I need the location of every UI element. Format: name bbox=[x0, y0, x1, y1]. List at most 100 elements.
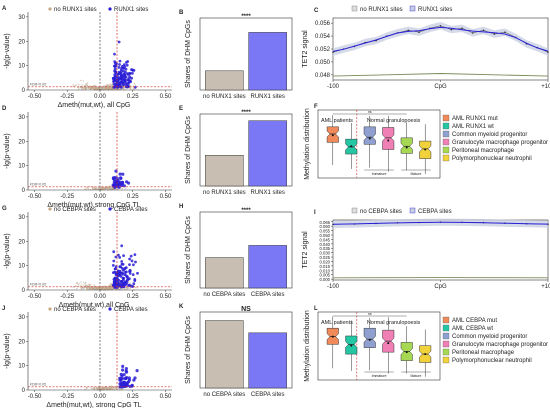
series-point bbox=[418, 31, 420, 33]
point-sites bbox=[123, 78, 127, 82]
x-tick-label: 0.00 bbox=[94, 294, 106, 300]
legend-swatch-no-sites bbox=[48, 7, 52, 11]
mean-point bbox=[368, 137, 371, 140]
point-no-sites bbox=[109, 284, 111, 286]
point-sites bbox=[128, 263, 131, 266]
legend-swatch-no-sites bbox=[48, 307, 52, 311]
box bbox=[382, 127, 395, 150]
point-no-sites bbox=[135, 286, 137, 289]
point-sites bbox=[113, 185, 117, 189]
point-no-sites bbox=[89, 85, 92, 87]
point-no-sites bbox=[121, 288, 124, 290]
panel-letter: J bbox=[2, 306, 5, 312]
series-point bbox=[439, 25, 442, 27]
point-no-sites bbox=[79, 287, 82, 289]
significance-label: **** bbox=[241, 14, 251, 20]
bar-no-sites bbox=[205, 320, 244, 389]
point-sites bbox=[111, 264, 115, 267]
point-sites bbox=[133, 253, 137, 256]
point-sites bbox=[113, 75, 117, 79]
point-no-sites bbox=[85, 188, 87, 190]
point-no-sites bbox=[85, 88, 87, 90]
legend-swatch-no-sites bbox=[351, 5, 358, 12]
point-no-sites bbox=[103, 386, 105, 388]
point-sites bbox=[124, 266, 128, 269]
point-sites bbox=[127, 284, 130, 287]
point-no-sites bbox=[81, 84, 83, 86]
bar-category-label: no CEBPA sites bbox=[203, 292, 245, 298]
mean-point bbox=[387, 342, 390, 345]
point-sites bbox=[119, 282, 122, 286]
point-sites bbox=[122, 69, 125, 73]
x-tick-label: +100 bbox=[541, 84, 550, 90]
significance-label: **** bbox=[241, 208, 251, 214]
panel-letter: D bbox=[2, 106, 7, 112]
point-sites bbox=[121, 364, 125, 368]
point-sites bbox=[121, 272, 124, 276]
series-point bbox=[461, 27, 463, 30]
mean-point bbox=[368, 338, 371, 341]
series-point bbox=[482, 29, 485, 32]
point-sites bbox=[121, 381, 125, 385]
point-no-sites bbox=[72, 84, 75, 86]
bar-category-label: no RUNX1 sites bbox=[203, 190, 246, 196]
y-tick-label: 0.055 bbox=[320, 229, 331, 234]
point-sites bbox=[120, 377, 124, 381]
point-no-sites bbox=[96, 88, 99, 90]
point-no-sites bbox=[72, 286, 74, 288]
legend-swatch-sites bbox=[409, 5, 416, 12]
point-no-sites bbox=[83, 284, 85, 286]
point-sites bbox=[112, 183, 117, 187]
x-axis-label: Δmeth(mut,wt), strong CpG TL bbox=[46, 402, 141, 408]
point-sites bbox=[121, 368, 125, 372]
point-no-sites bbox=[100, 87, 103, 90]
legend-label-sites: CEBPA sites bbox=[114, 307, 148, 313]
point-no-sites bbox=[87, 288, 90, 290]
legend-swatch-sites bbox=[409, 207, 416, 214]
legend-swatch-sites bbox=[108, 207, 112, 211]
legend-swatch bbox=[442, 332, 450, 340]
legend-label: AML CEBPA mut bbox=[452, 318, 497, 324]
x-tick-label: -0.50 bbox=[28, 94, 42, 100]
point-no-sites bbox=[119, 388, 122, 390]
y-tick-label: 20 bbox=[18, 239, 25, 245]
point-sites bbox=[119, 71, 123, 75]
y-tick-label: 20 bbox=[18, 39, 25, 45]
point-no-sites bbox=[115, 388, 117, 390]
point-no-sites bbox=[102, 186, 105, 189]
point-no-sites bbox=[110, 88, 113, 90]
y-axis-label: TET2 signal bbox=[302, 30, 309, 68]
point-no-sites bbox=[129, 282, 132, 285]
legend-label: Polymorphonuclear neutrophil bbox=[452, 358, 532, 364]
point-no-sites bbox=[93, 87, 96, 90]
x-tick-label: 0.25 bbox=[127, 394, 139, 400]
x-tick-label: CpG bbox=[434, 84, 447, 90]
point-sites bbox=[112, 271, 115, 274]
point-no-sites bbox=[105, 388, 107, 390]
point-no-sites bbox=[108, 87, 111, 89]
fdr-label: FDR=0.05 bbox=[30, 82, 46, 86]
legend-swatch bbox=[442, 324, 450, 332]
point-sites bbox=[113, 60, 117, 63]
x-tick-label: -0.50 bbox=[28, 394, 42, 400]
point-sites bbox=[118, 256, 122, 259]
point-sites bbox=[119, 183, 124, 188]
point-sites bbox=[116, 277, 119, 281]
legend-swatch-no-sites bbox=[48, 207, 52, 211]
point-sites bbox=[126, 60, 130, 63]
point-no-sites bbox=[110, 385, 112, 387]
point-sites bbox=[124, 274, 128, 278]
point-sites bbox=[122, 373, 126, 377]
series-point bbox=[504, 31, 506, 33]
x-tick-label: 0.50 bbox=[160, 94, 172, 100]
y-tick-label: 10 bbox=[18, 264, 25, 270]
point-no-sites bbox=[93, 285, 96, 287]
point-no-sites bbox=[125, 187, 127, 190]
point-no-sites bbox=[92, 188, 94, 190]
point-no-sites bbox=[91, 287, 94, 290]
point-sites bbox=[128, 269, 132, 273]
point-no-sites bbox=[121, 187, 124, 190]
